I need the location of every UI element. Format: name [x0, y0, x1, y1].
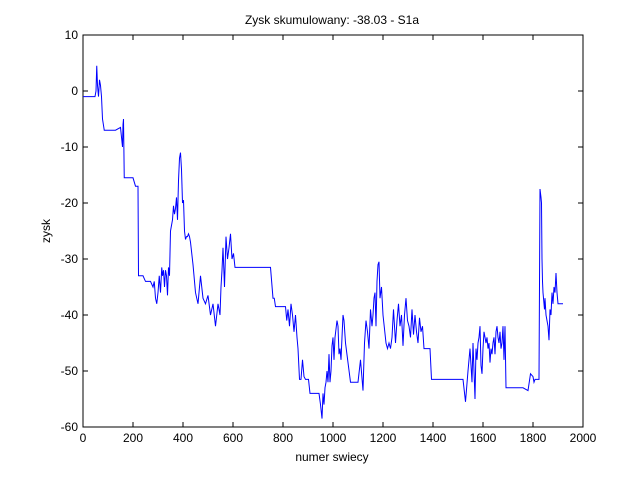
- x-tick-label: 1200: [370, 431, 397, 445]
- y-tick-label: -10: [61, 140, 79, 154]
- series-layer: [83, 65, 563, 419]
- x-axis-label: numer swiecy: [295, 450, 368, 464]
- x-tick-label: 0: [80, 431, 87, 445]
- x-tick-label: 400: [173, 431, 193, 445]
- y-tick-label: -50: [61, 364, 79, 378]
- x-tick-label: 200: [123, 431, 143, 445]
- plot-frame: [82, 34, 584, 428]
- x-tick-label: 1800: [520, 431, 547, 445]
- x-tick-label: 1600: [470, 431, 497, 445]
- chart-title: Zysk skumulowany: -38.03 - S1a: [245, 13, 419, 27]
- x-tick-label: 800: [273, 431, 293, 445]
- x-tick-label: 1400: [420, 431, 447, 445]
- y-tick-label: -30: [61, 252, 79, 266]
- y-tick-label: 0: [71, 84, 78, 98]
- plot-area: 0 200 400 600 800 1000 1200 1400 1600 1800 2000 -6…: [61, 28, 597, 445]
- y-tick-label: -20: [61, 196, 79, 210]
- y-tick-label: 10: [65, 28, 79, 42]
- x-tick-label: 1000: [320, 431, 347, 445]
- x-axis: 0 200 400 600 800 1000 1200 1400 1600 1800 2000: [80, 35, 597, 445]
- y-axis-label: zysk: [39, 218, 53, 243]
- series-line-1: [83, 65, 563, 419]
- x-tick-label: 2000: [570, 431, 597, 445]
- y-tick-label: -60: [61, 420, 79, 434]
- x-tick-label: 600: [223, 431, 243, 445]
- y-axis: -60 -50 -40 -30 -20 -10 0 10: [61, 28, 583, 434]
- y-tick-label: -40: [61, 308, 79, 322]
